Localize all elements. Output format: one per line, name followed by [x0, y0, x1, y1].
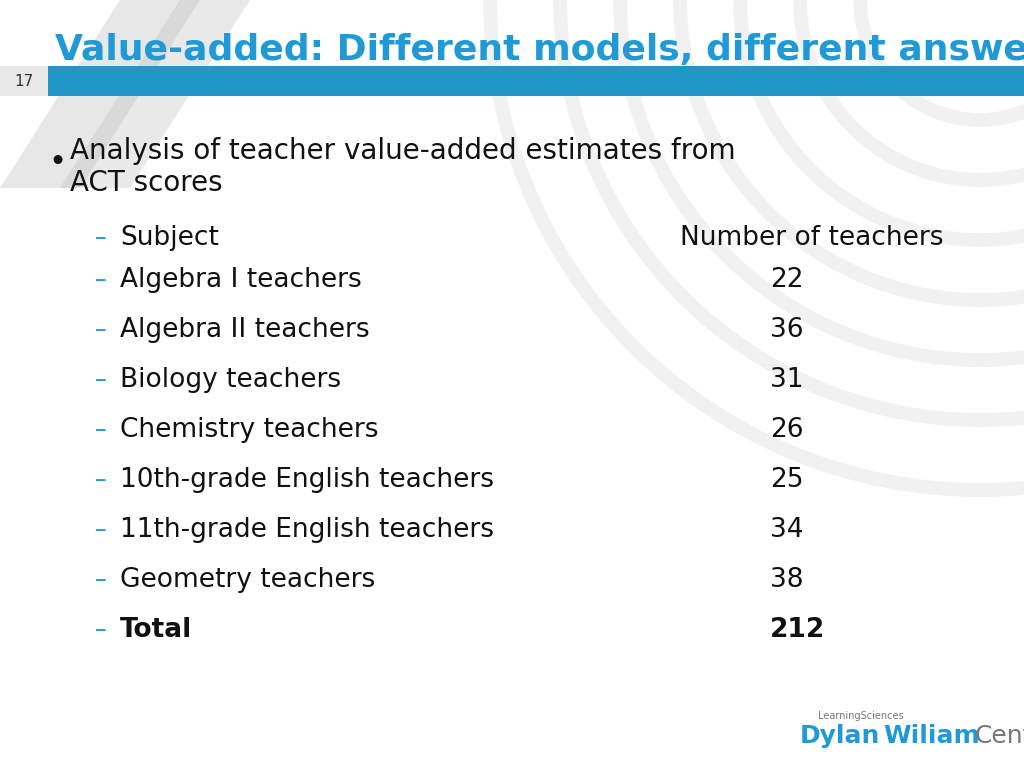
- Text: 31: 31: [770, 367, 804, 393]
- Text: 38: 38: [770, 567, 804, 593]
- Text: –: –: [95, 418, 106, 442]
- Text: Chemistry teachers: Chemistry teachers: [120, 417, 379, 443]
- Text: 25: 25: [770, 467, 804, 493]
- Polygon shape: [0, 0, 200, 188]
- Text: LearningSciences: LearningSciences: [818, 711, 903, 721]
- Text: ACT scores: ACT scores: [70, 169, 222, 197]
- Text: Number of teachers: Number of teachers: [680, 225, 943, 251]
- Text: Subject: Subject: [120, 225, 219, 251]
- Text: –: –: [95, 568, 106, 592]
- Bar: [0, 66, 48, 96]
- Text: Biology teachers: Biology teachers: [120, 367, 341, 393]
- Text: Algebra I teachers: Algebra I teachers: [120, 267, 361, 293]
- Text: 10th-grade English teachers: 10th-grade English teachers: [120, 467, 494, 493]
- Text: 26: 26: [770, 417, 804, 443]
- Text: Geometry teachers: Geometry teachers: [120, 567, 375, 593]
- Text: Wiliam: Wiliam: [883, 724, 980, 748]
- Text: 22: 22: [770, 267, 804, 293]
- Text: 34: 34: [770, 517, 804, 543]
- Text: –: –: [95, 518, 106, 542]
- Text: •: •: [48, 148, 67, 177]
- Text: Center: Center: [975, 724, 1024, 748]
- Text: –: –: [95, 368, 106, 392]
- Text: Total: Total: [120, 617, 193, 643]
- Bar: [0, 66, 1024, 96]
- Text: –: –: [95, 226, 106, 250]
- Text: –: –: [95, 618, 106, 642]
- Text: Algebra II teachers: Algebra II teachers: [120, 317, 370, 343]
- Text: Value-added: Different models, different answers: Value-added: Different models, different…: [55, 33, 1024, 67]
- Text: 17: 17: [14, 74, 34, 88]
- Text: Dylan: Dylan: [800, 724, 881, 748]
- Text: –: –: [95, 468, 106, 492]
- Text: Analysis of teacher value-added estimates from: Analysis of teacher value-added estimate…: [70, 137, 735, 165]
- Text: 36: 36: [770, 317, 804, 343]
- Text: 212: 212: [770, 617, 825, 643]
- Text: –: –: [95, 318, 106, 342]
- Text: –: –: [95, 268, 106, 292]
- Text: 11th-grade English teachers: 11th-grade English teachers: [120, 517, 494, 543]
- Polygon shape: [60, 0, 250, 188]
